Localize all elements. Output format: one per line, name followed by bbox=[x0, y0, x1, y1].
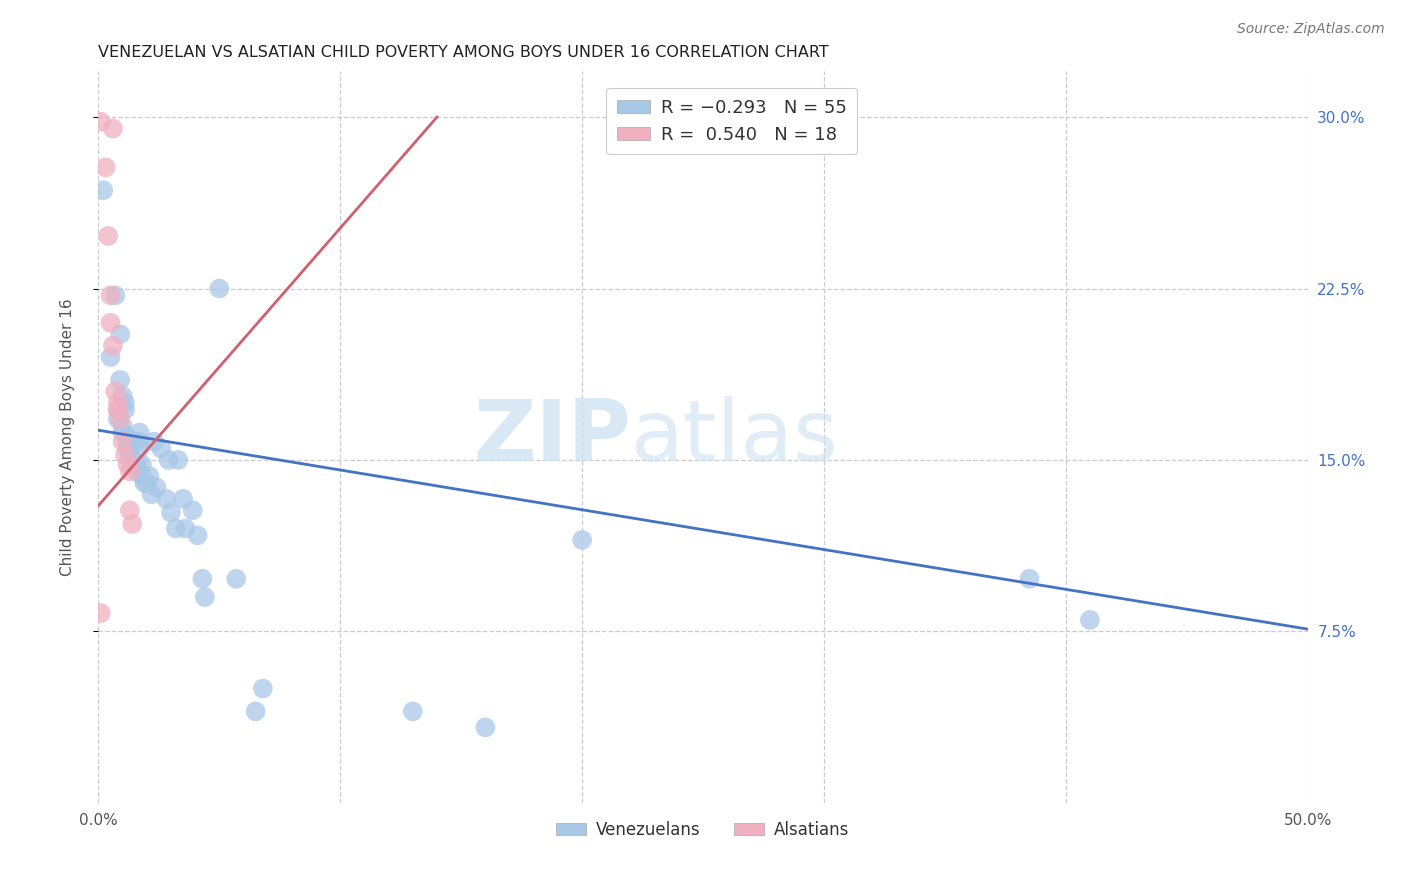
Point bbox=[121, 516, 143, 531]
Point bbox=[187, 528, 209, 542]
Point bbox=[245, 705, 267, 719]
Point bbox=[124, 458, 146, 472]
Point bbox=[90, 606, 112, 620]
Point bbox=[97, 229, 120, 244]
Point bbox=[141, 487, 163, 501]
Point bbox=[107, 412, 129, 426]
Point bbox=[108, 327, 131, 342]
Point bbox=[174, 521, 197, 535]
Point bbox=[118, 464, 141, 478]
Point bbox=[252, 681, 274, 696]
Point bbox=[225, 572, 247, 586]
Point bbox=[117, 434, 139, 449]
Point bbox=[107, 396, 129, 410]
Point bbox=[128, 442, 150, 456]
Text: ZIP: ZIP bbox=[472, 395, 630, 479]
Point bbox=[108, 373, 131, 387]
Point bbox=[131, 458, 153, 472]
Point bbox=[114, 449, 136, 463]
Text: Source: ZipAtlas.com: Source: ZipAtlas.com bbox=[1237, 22, 1385, 37]
Point bbox=[114, 402, 136, 417]
Point bbox=[111, 389, 134, 403]
Point bbox=[100, 288, 122, 302]
Point bbox=[118, 503, 141, 517]
Point bbox=[118, 449, 141, 463]
Point bbox=[167, 453, 190, 467]
Point bbox=[138, 469, 160, 483]
Point bbox=[117, 442, 139, 456]
Point bbox=[124, 434, 146, 449]
Point bbox=[208, 281, 231, 295]
Point bbox=[135, 475, 157, 490]
Point bbox=[111, 425, 134, 440]
Point bbox=[101, 121, 124, 136]
Point bbox=[402, 705, 425, 719]
Point bbox=[100, 350, 122, 364]
Point bbox=[114, 396, 136, 410]
Text: VENEZUELAN VS ALSATIAN CHILD POVERTY AMONG BOYS UNDER 16 CORRELATION CHART: VENEZUELAN VS ALSATIAN CHILD POVERTY AMO… bbox=[98, 45, 830, 61]
Legend: Venezuelans, Alsatians: Venezuelans, Alsatians bbox=[550, 814, 856, 846]
Point bbox=[107, 402, 129, 417]
Point bbox=[194, 590, 217, 604]
Point bbox=[172, 491, 194, 506]
Point bbox=[160, 506, 183, 520]
Point bbox=[474, 720, 496, 734]
Point bbox=[121, 453, 143, 467]
Text: atlas: atlas bbox=[630, 395, 838, 479]
Point bbox=[155, 491, 177, 506]
Point bbox=[107, 402, 129, 417]
Point bbox=[118, 442, 141, 456]
Point bbox=[104, 288, 127, 302]
Point bbox=[191, 572, 214, 586]
Point bbox=[1018, 572, 1040, 586]
Point bbox=[165, 521, 187, 535]
Point bbox=[1078, 613, 1101, 627]
Point bbox=[121, 458, 143, 472]
Point bbox=[91, 183, 114, 197]
Point bbox=[150, 442, 173, 456]
Point bbox=[157, 453, 180, 467]
Point bbox=[100, 316, 122, 330]
Point bbox=[128, 425, 150, 440]
Point bbox=[108, 412, 131, 426]
Point bbox=[118, 449, 141, 463]
Point bbox=[571, 533, 593, 547]
Point bbox=[181, 503, 204, 517]
Point bbox=[101, 338, 124, 352]
Y-axis label: Child Poverty Among Boys Under 16: Child Poverty Among Boys Under 16 bbox=[60, 298, 75, 576]
Point bbox=[127, 464, 149, 478]
Point bbox=[117, 458, 139, 472]
Point bbox=[127, 458, 149, 472]
Point bbox=[94, 161, 117, 175]
Point bbox=[134, 475, 156, 490]
Point bbox=[145, 480, 167, 494]
Point bbox=[131, 469, 153, 483]
Point bbox=[90, 114, 112, 128]
Point bbox=[111, 434, 134, 449]
Point bbox=[111, 418, 134, 433]
Point bbox=[117, 430, 139, 444]
Point bbox=[104, 384, 127, 399]
Point bbox=[128, 434, 150, 449]
Point bbox=[143, 434, 166, 449]
